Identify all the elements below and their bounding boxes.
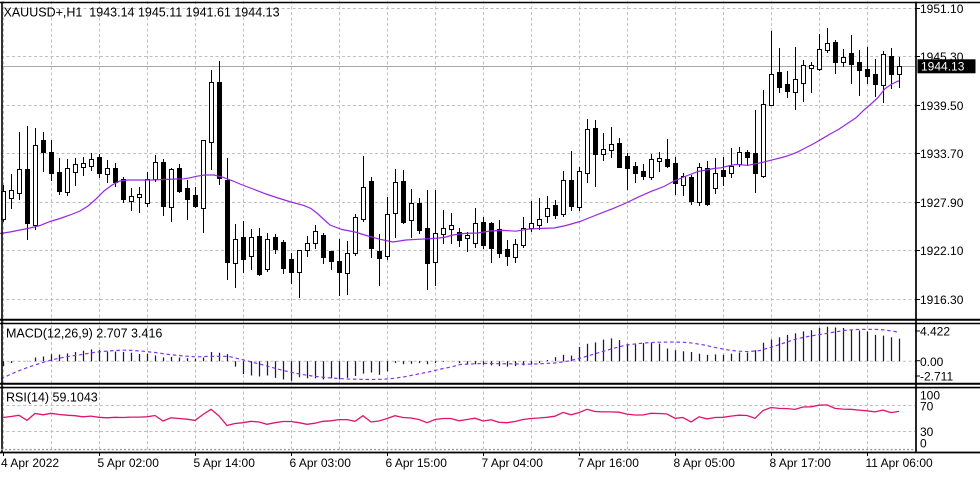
svg-text:70: 70: [920, 400, 934, 414]
svg-text:0: 0: [920, 436, 927, 450]
svg-text:1916.30: 1916.30: [920, 293, 964, 307]
svg-text:0.00: 0.00: [920, 355, 944, 369]
svg-text:7 Apr 16:00: 7 Apr 16:00: [578, 456, 640, 470]
svg-text:5 Apr 02:00: 5 Apr 02:00: [98, 456, 160, 470]
svg-text:1927.90: 1927.90: [920, 196, 964, 210]
svg-text:1951.10: 1951.10: [920, 2, 964, 16]
svg-text:XAUUSD+,H1 1943.14 1945.11 19: XAUUSD+,H1 1943.14 1945.11 1941.61 1944.…: [4, 5, 280, 19]
svg-text:6 Apr 15:00: 6 Apr 15:00: [386, 456, 448, 470]
svg-text:100: 100: [920, 389, 940, 403]
svg-text:RSI(14) 59.1043: RSI(14) 59.1043: [6, 391, 98, 405]
svg-text:4.422: 4.422: [920, 324, 950, 338]
svg-text:1944.13: 1944.13: [921, 60, 965, 74]
svg-text:11 Apr 06:00: 11 Apr 06:00: [866, 456, 933, 470]
svg-text:30: 30: [920, 425, 934, 439]
svg-text:8 Apr 17:00: 8 Apr 17:00: [770, 456, 832, 470]
svg-text:1939.50: 1939.50: [920, 99, 964, 113]
svg-text:7 Apr 04:00: 7 Apr 04:00: [482, 456, 544, 470]
svg-text:1922.10: 1922.10: [920, 244, 964, 258]
svg-text:5 Apr 14:00: 5 Apr 14:00: [194, 456, 256, 470]
svg-text:6 Apr 03:00: 6 Apr 03:00: [290, 456, 352, 470]
svg-text:8 Apr 05:00: 8 Apr 05:00: [674, 456, 736, 470]
svg-text:1933.70: 1933.70: [920, 147, 964, 161]
svg-text:4 Apr 2022: 4 Apr 2022: [1, 456, 59, 470]
svg-text:-2.711: -2.711: [920, 369, 953, 383]
svg-text:MACD(12,26,9) 2.707 3.416: MACD(12,26,9) 2.707 3.416: [6, 327, 162, 341]
